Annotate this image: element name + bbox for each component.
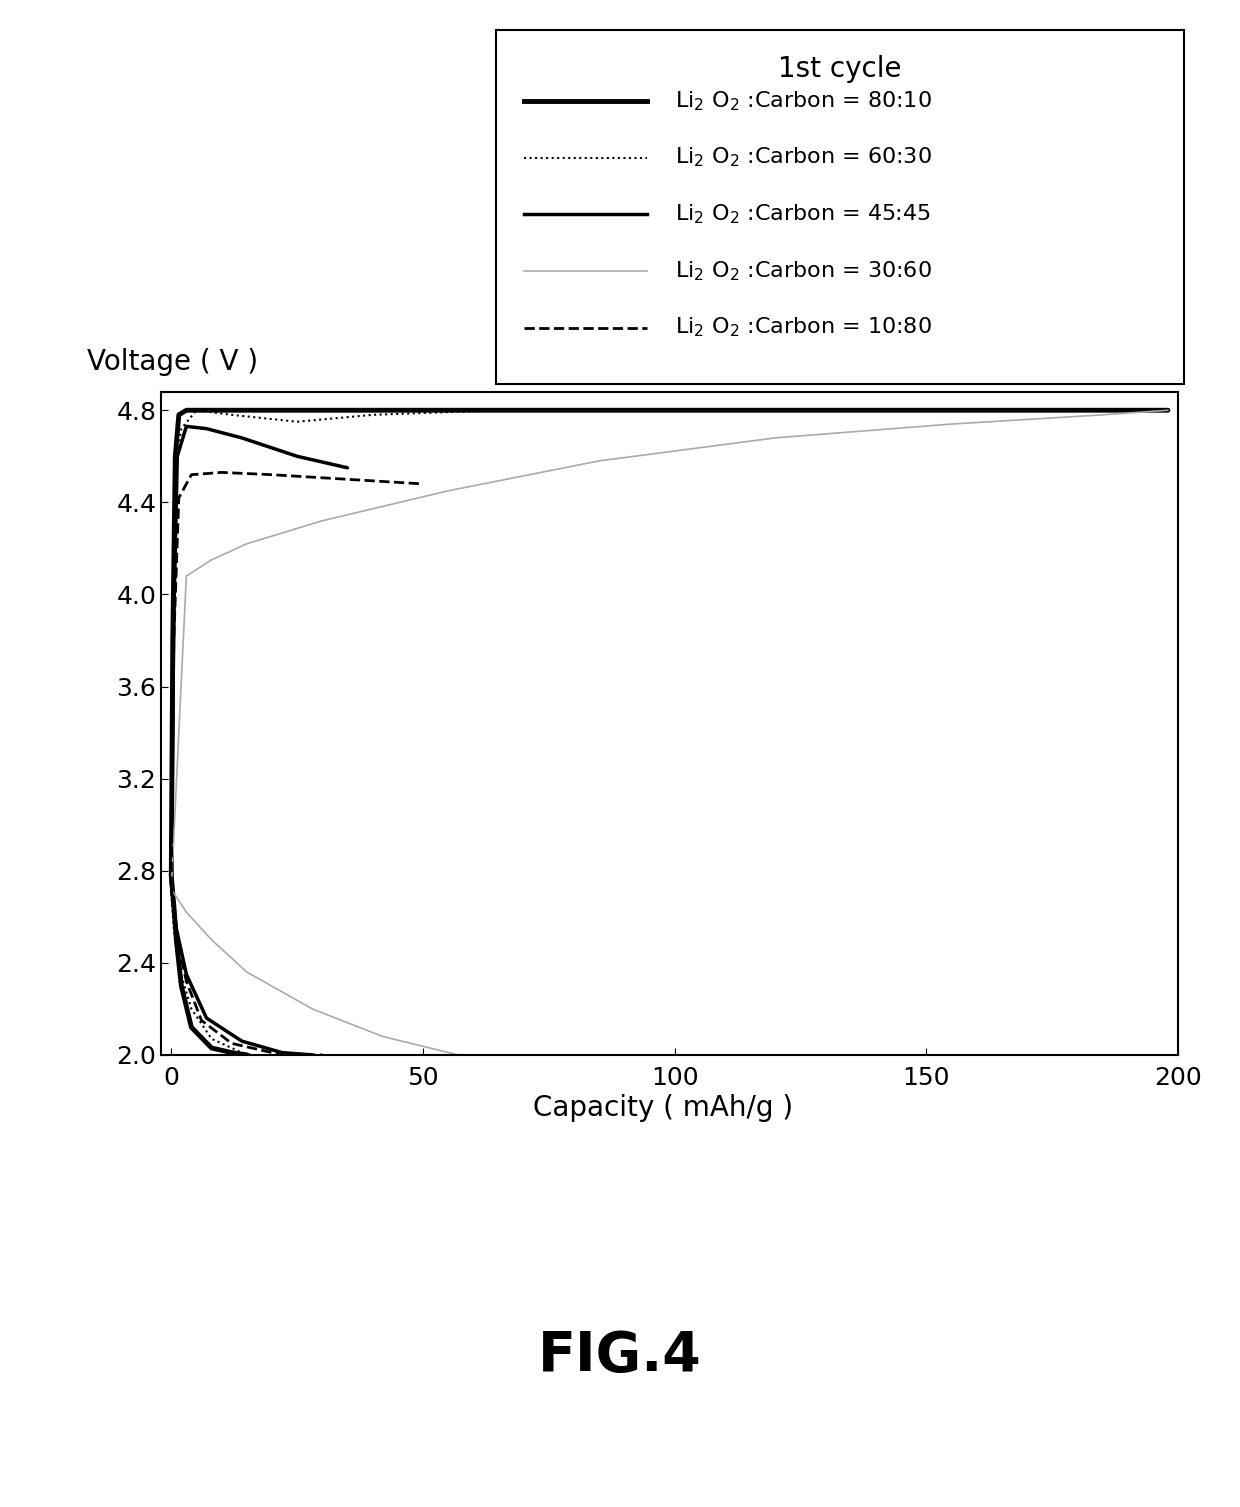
Text: Li$_2$ O$_2$ :Carbon = 10:80: Li$_2$ O$_2$ :Carbon = 10:80: [675, 316, 931, 339]
Text: Li$_2$ O$_2$ :Carbon = 30:60: Li$_2$ O$_2$ :Carbon = 30:60: [675, 259, 931, 283]
Text: Li$_2$ O$_2$ :Carbon = 60:30: Li$_2$ O$_2$ :Carbon = 60:30: [675, 146, 931, 169]
Text: Voltage ( V ): Voltage ( V ): [87, 348, 258, 375]
Text: Li$_2$ O$_2$ :Carbon = 80:10: Li$_2$ O$_2$ :Carbon = 80:10: [675, 89, 931, 113]
Text: Capacity ( mAh/g ): Capacity ( mAh/g ): [533, 1094, 794, 1121]
Text: FIG.4: FIG.4: [538, 1329, 702, 1383]
Text: Li$_2$ O$_2$ :Carbon = 45:45: Li$_2$ O$_2$ :Carbon = 45:45: [675, 202, 930, 226]
Text: 1st cycle: 1st cycle: [779, 54, 901, 83]
